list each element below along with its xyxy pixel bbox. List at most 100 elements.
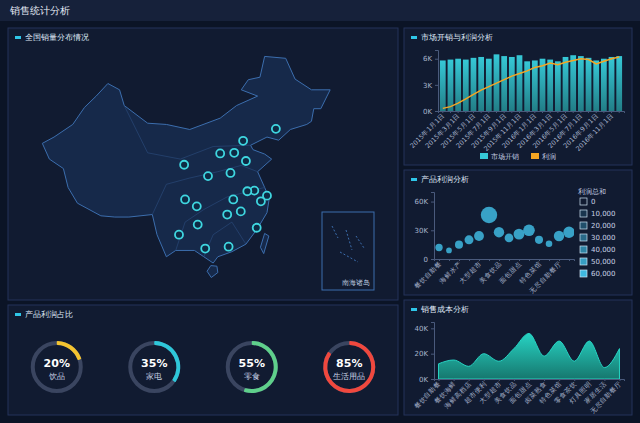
bubble [505, 234, 514, 243]
tick: 0K [419, 376, 434, 384]
bar [609, 57, 615, 111]
tick-mark [529, 379, 530, 381]
panel [8, 305, 398, 415]
bar [593, 60, 599, 111]
tick-mark [604, 379, 605, 381]
tick-mark [619, 379, 620, 381]
tick-mark [574, 379, 575, 381]
tick-mark [619, 111, 620, 113]
map-dot [194, 221, 202, 229]
bubble [546, 240, 553, 247]
panel-title: 市场开销与利润分析 [421, 33, 493, 42]
bar [509, 57, 515, 111]
tick-mark [559, 259, 560, 261]
tick: 3K [423, 82, 438, 90]
legend-swatch [580, 234, 587, 241]
tick: 无尽自助餐厅 [528, 259, 563, 295]
tick [588, 111, 589, 113]
donut: 20%饮品 [33, 341, 81, 391]
tick-mark [603, 111, 604, 113]
tick-label: 无尽自助餐厅 [528, 260, 563, 295]
bubble [481, 207, 497, 223]
tick [549, 259, 550, 261]
tick-mark [431, 259, 434, 260]
map-border [124, 106, 250, 160]
map-inset-island [332, 226, 338, 238]
tick-mark [439, 379, 440, 381]
tick [509, 259, 510, 261]
tick [465, 111, 466, 113]
tick-mark [484, 379, 485, 381]
tick-mark [431, 202, 434, 203]
tick-mark [465, 111, 466, 113]
map-dot [226, 169, 234, 177]
tick-mark [449, 259, 450, 261]
panel [404, 170, 632, 295]
tick-mark [529, 259, 530, 261]
x-axis: 餐饮自助餐餐饮海鲜海鲜高档店超市便利大型超市美食饮品面包甜点卤菜熟食特色菜馆零食… [412, 379, 624, 415]
bar [486, 59, 492, 111]
map-dot [181, 195, 189, 203]
tick [450, 111, 451, 113]
panel [8, 28, 398, 300]
tick [527, 111, 528, 113]
tick [557, 111, 558, 113]
bar [586, 58, 592, 111]
bar [501, 56, 507, 111]
tick-mark [454, 379, 455, 381]
category-label: 饮品 [48, 372, 65, 381]
tick-mark [539, 259, 540, 261]
bar [448, 60, 454, 111]
category-label: 生活用品 [333, 372, 365, 381]
legend-swatch [580, 222, 587, 229]
map-dot [229, 195, 237, 203]
tick-mark [542, 111, 543, 113]
map-inset-island [346, 230, 352, 250]
map-inset-island [340, 252, 358, 262]
tick: 2016年11月1日 [574, 111, 615, 153]
tick [489, 259, 490, 261]
bubble [535, 236, 543, 244]
panel-title: 全国销量分布情况 [25, 33, 89, 42]
tick-mark [499, 259, 500, 261]
tick: 20K [415, 350, 435, 358]
map-dot [253, 224, 261, 232]
tick [511, 111, 512, 113]
tick-mark [559, 379, 560, 381]
bubble [494, 227, 504, 237]
tick-mark [439, 259, 440, 261]
legend-label: 20,000 [591, 222, 616, 230]
header-bar [0, 0, 640, 21]
tick-mark [469, 259, 470, 261]
tick-mark [514, 379, 515, 381]
tick-mark [450, 111, 451, 113]
tick-mark [431, 379, 434, 380]
map-border [152, 165, 257, 214]
tick-label: 60K [415, 198, 429, 206]
bubble [474, 231, 484, 241]
map-inset [322, 212, 374, 290]
tick-label: 2016年11月1日 [574, 112, 615, 153]
panel [404, 28, 632, 165]
legend-swatch [580, 198, 587, 205]
bubble [523, 224, 535, 236]
map-dot [204, 172, 212, 180]
tick [496, 111, 497, 113]
map-dot [230, 149, 238, 157]
map-dot [225, 243, 233, 251]
area [439, 333, 620, 379]
tick-mark [481, 111, 482, 113]
legend-swatch [480, 153, 488, 159]
tick-mark [573, 111, 574, 113]
legend-label: 50,000 [591, 258, 616, 266]
tick-mark [435, 59, 438, 60]
tick: 30K [415, 227, 435, 235]
map-dot [243, 187, 251, 195]
tick-mark [431, 354, 434, 355]
tick-label: 0K [423, 108, 432, 116]
tick-mark [511, 111, 512, 113]
tick-mark [431, 328, 434, 329]
tick-mark [435, 85, 438, 86]
legend-swatch [580, 246, 587, 253]
legend-swatch [580, 258, 587, 265]
